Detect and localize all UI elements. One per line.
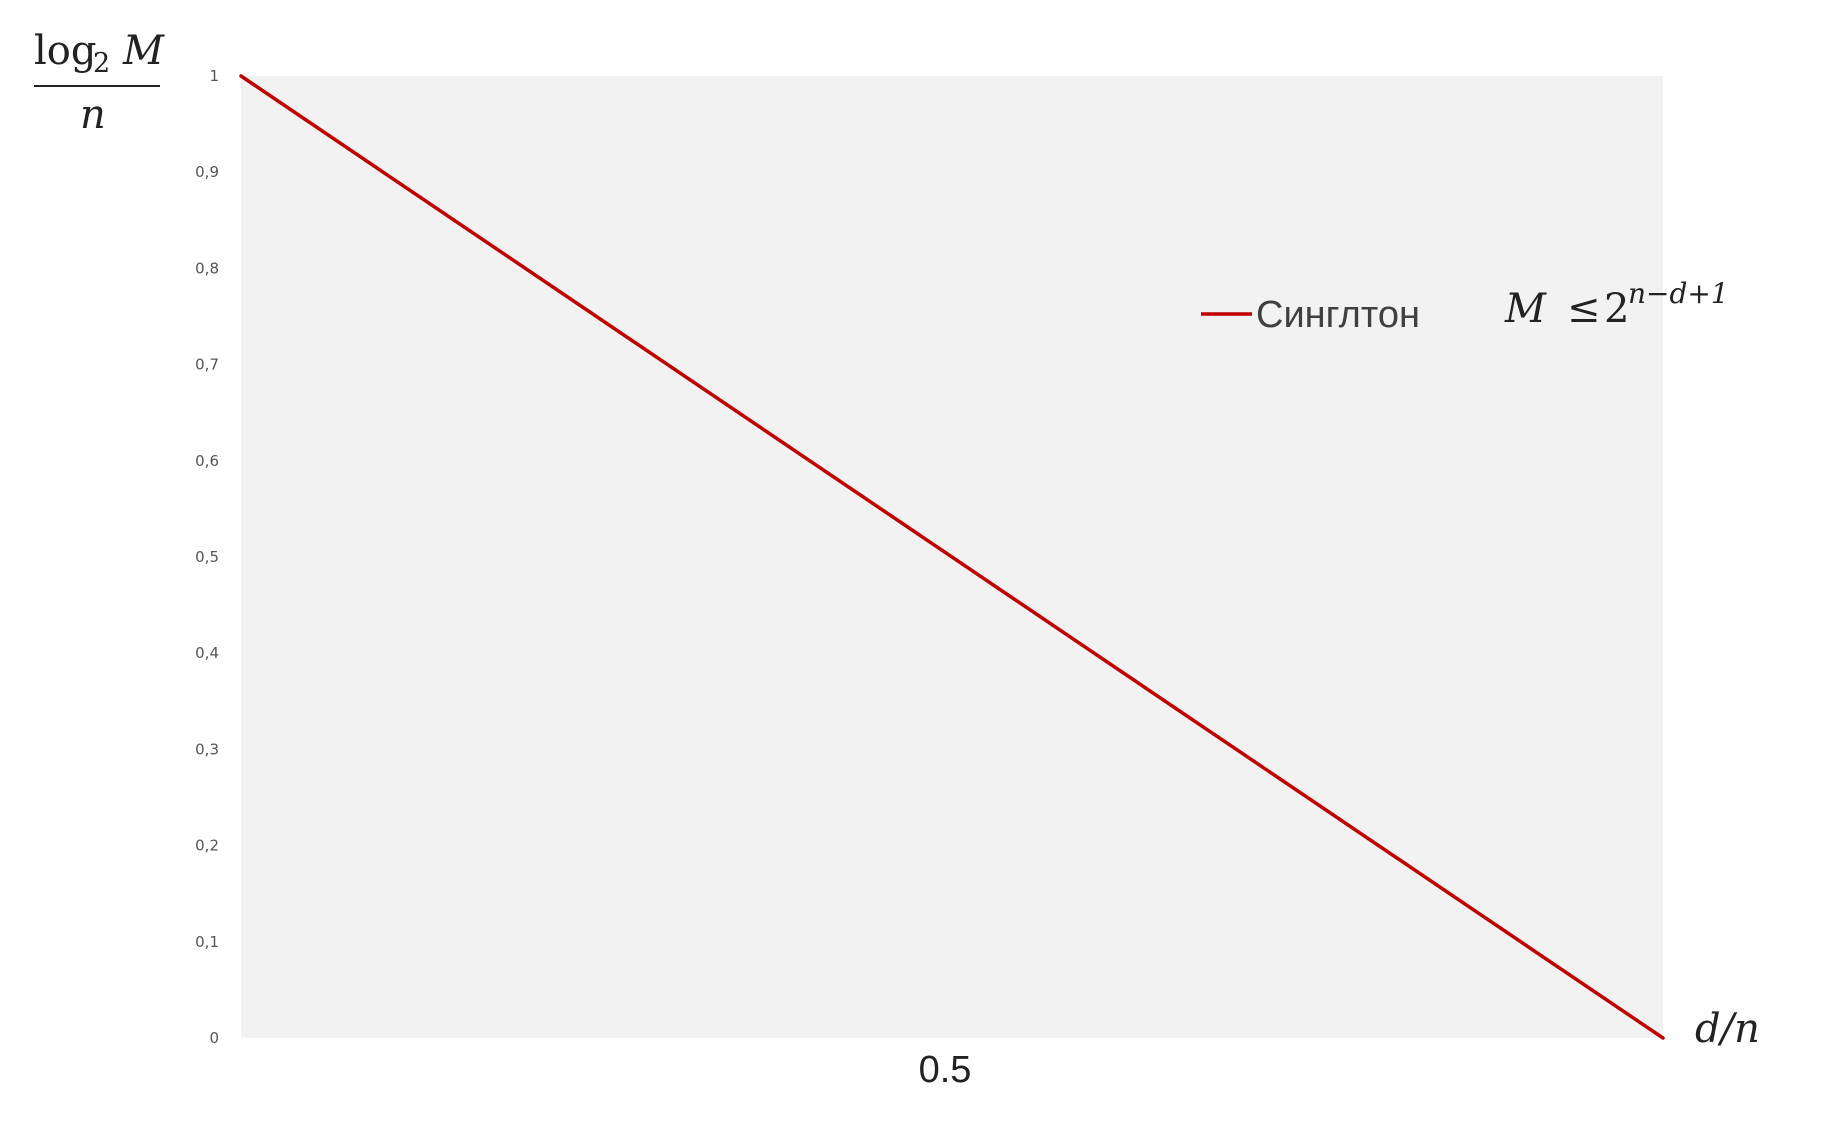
x-axis-label: d/n	[1695, 1006, 1760, 1052]
y-tick-labels: 0 0,1 0,2 0,3 0,4 0,5 0,6 0,7 0,8 0,9 1	[195, 67, 219, 1047]
legend: Синглтон	[1201, 294, 1420, 336]
y-label-log: log	[34, 28, 96, 74]
y-tick-label: 0,3	[195, 740, 219, 758]
series-line-0	[239, 74, 1665, 1040]
y-tick-label: 0,4	[195, 644, 219, 662]
y-label-denominator: n	[80, 92, 106, 138]
singleton-bound-formula: M ≤ 2 n−d+1	[1504, 277, 1729, 332]
y-tick-label: 1	[209, 67, 219, 85]
y-tick-label: 0	[209, 1029, 219, 1047]
series-layer	[239, 74, 1665, 1040]
y-label-numerator-var: M	[122, 28, 165, 74]
x-tick-label: 0.5	[919, 1049, 972, 1091]
y-tick-label: 0,8	[195, 259, 219, 277]
y-tick-label: 0,9	[195, 163, 219, 181]
y-label-log-base: 2	[93, 48, 110, 79]
y-tick-label: 0,2	[195, 837, 219, 855]
y-axis-label: log 2 M n	[34, 28, 165, 138]
formula-lhs: M	[1504, 286, 1547, 332]
y-tick-label: 0,5	[195, 548, 219, 566]
y-tick-label: 0,6	[195, 452, 219, 470]
formula-relation: ≤	[1567, 286, 1601, 332]
y-tick-label: 0,7	[195, 356, 219, 374]
y-tick-label: 0,1	[195, 933, 219, 951]
formula-exponent: n−d+1	[1628, 277, 1729, 310]
legend-label: Синглтон	[1256, 294, 1420, 336]
formula-base: 2	[1604, 286, 1629, 332]
